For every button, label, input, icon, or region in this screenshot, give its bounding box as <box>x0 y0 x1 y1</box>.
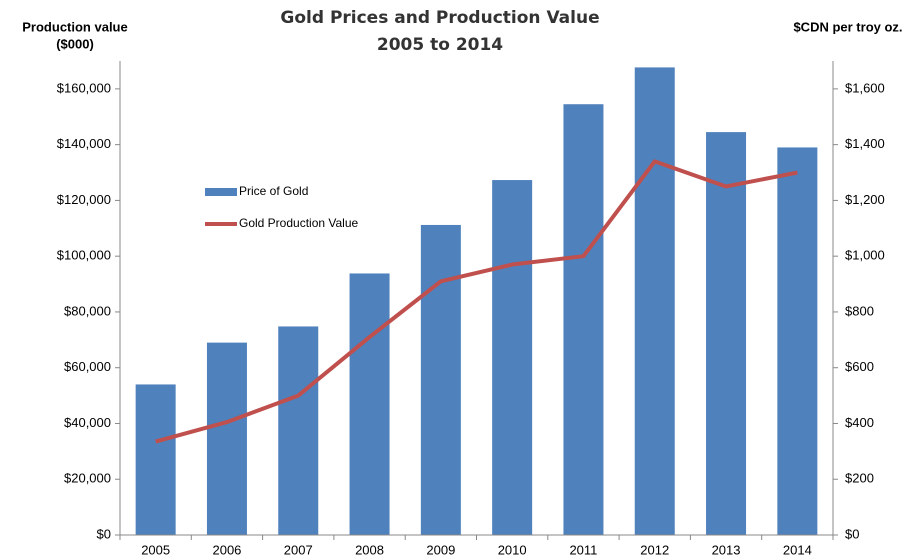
legend-swatch <box>205 188 237 196</box>
bar <box>135 384 176 535</box>
bar <box>420 224 461 535</box>
x-tick-label: 2007 <box>284 542 313 557</box>
y-tick-label: $100,000 <box>57 248 111 263</box>
bar <box>278 326 319 535</box>
bar <box>777 147 818 535</box>
bar <box>563 104 604 535</box>
x-tick-label: 2012 <box>640 542 669 557</box>
legend-label: Price of Gold <box>239 184 308 198</box>
bar <box>634 67 675 536</box>
x-tick-label: 2008 <box>355 542 384 557</box>
x-tick-label: 2011 <box>569 542 597 557</box>
x-tick-label: 2010 <box>498 542 527 557</box>
y-tick-label: $20,000 <box>64 471 111 486</box>
y2-axis-label: $CDN per troy oz. <box>793 19 902 34</box>
x-tick-label: 2005 <box>141 542 170 557</box>
bar <box>206 342 247 535</box>
y-axis-label: Production value <box>22 19 127 34</box>
y-tick-label: $80,000 <box>64 303 111 318</box>
bar <box>706 132 747 535</box>
x-tick-label: 2014 <box>783 542 812 557</box>
y2-tick-label: $200 <box>845 471 874 486</box>
legend-label: Gold Production Value <box>239 216 359 230</box>
y-tick-label: $120,000 <box>57 192 111 207</box>
y2-tick-label: $1,400 <box>845 136 885 151</box>
y2-tick-label: $0 <box>845 526 859 541</box>
y2-tick-label: $1,000 <box>845 248 885 263</box>
y-tick-label: $140,000 <box>57 136 111 151</box>
y-tick-label: $0 <box>97 526 111 541</box>
y2-tick-label: $800 <box>845 303 874 318</box>
x-tick-label: 2009 <box>426 542 455 557</box>
y2-tick-label: $1,200 <box>845 192 885 207</box>
x-tick-label: 2006 <box>212 542 241 557</box>
y-tick-label: $40,000 <box>64 415 111 430</box>
y-axis-label: ($000) <box>56 36 94 51</box>
bar <box>349 273 390 535</box>
chart-subtitle: 2005 to 2014 <box>377 35 503 55</box>
y2-tick-label: $600 <box>845 359 874 374</box>
bar <box>492 180 533 535</box>
y-tick-label: $160,000 <box>57 80 111 95</box>
y2-tick-label: $400 <box>845 415 874 430</box>
chart-title: Gold Prices and Production Value <box>280 8 599 28</box>
y-tick-label: $60,000 <box>64 359 111 374</box>
x-tick-label: 2013 <box>712 542 741 557</box>
y2-tick-label: $1,600 <box>845 80 885 95</box>
line <box>155 159 798 444</box>
